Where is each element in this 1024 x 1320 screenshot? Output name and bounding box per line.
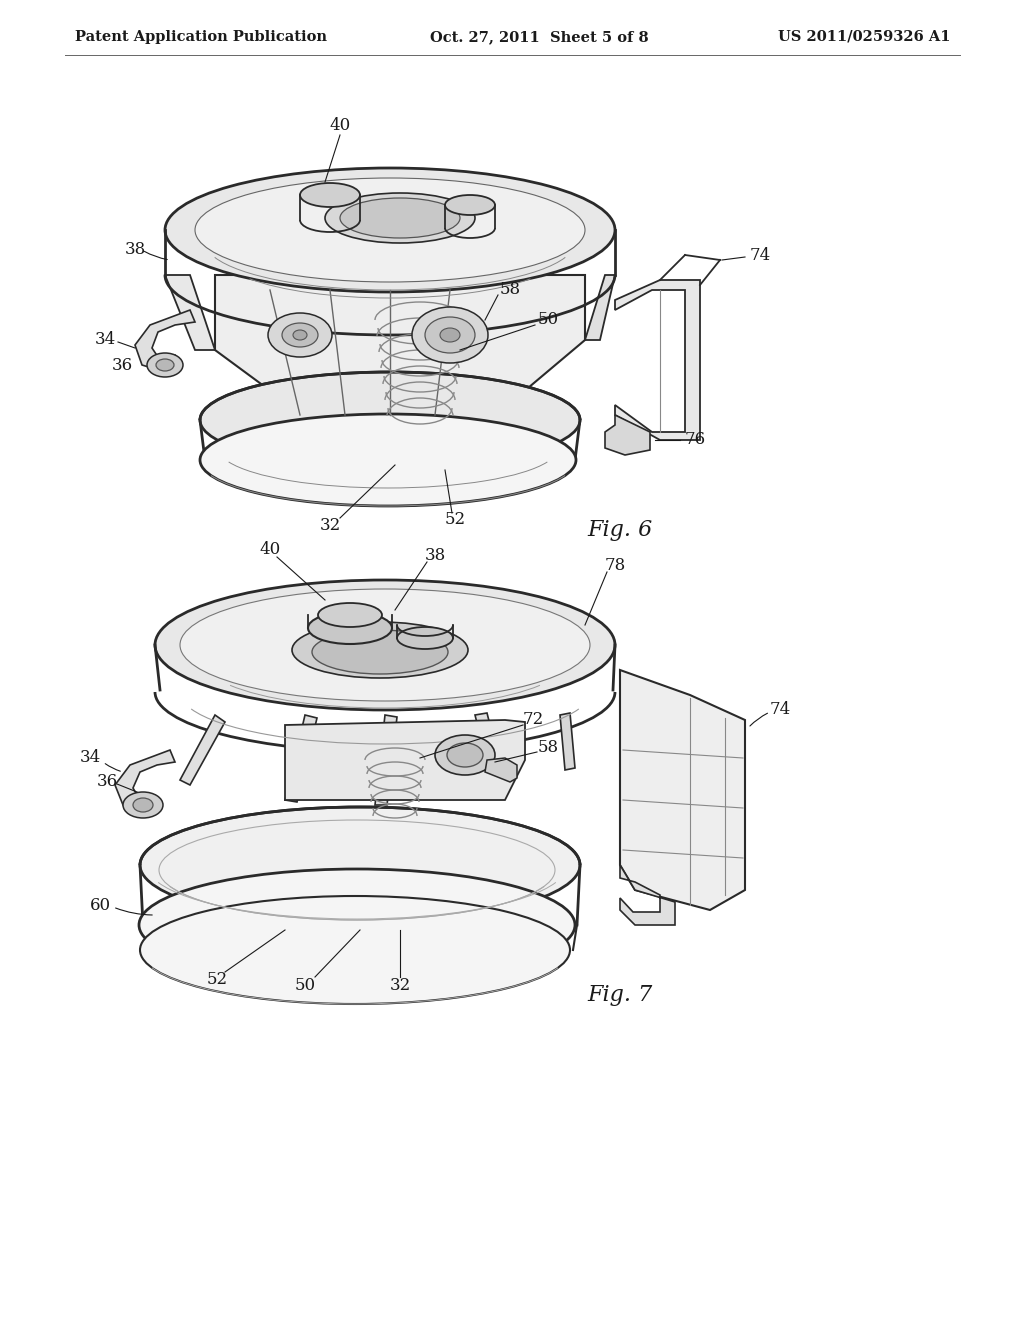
Polygon shape [215,275,585,420]
Ellipse shape [268,313,332,356]
Polygon shape [585,275,615,341]
Ellipse shape [425,317,475,352]
Text: 38: 38 [424,546,445,564]
Text: 40: 40 [330,116,350,133]
Polygon shape [285,715,317,803]
Polygon shape [605,414,650,455]
Text: 72: 72 [522,711,544,729]
Ellipse shape [300,183,360,207]
Text: 74: 74 [769,701,791,718]
Text: 36: 36 [112,356,132,374]
Text: Patent Application Publication: Patent Application Publication [75,30,327,44]
Ellipse shape [140,896,570,1005]
Text: 40: 40 [259,541,281,558]
Ellipse shape [445,195,495,215]
Polygon shape [285,719,525,800]
Text: 38: 38 [124,242,145,259]
Ellipse shape [312,630,449,675]
Ellipse shape [165,168,615,292]
Ellipse shape [155,579,615,710]
Ellipse shape [133,799,153,812]
Polygon shape [615,280,700,440]
Ellipse shape [200,372,580,469]
Ellipse shape [195,178,585,282]
Text: 50: 50 [538,312,558,329]
Polygon shape [620,671,745,909]
Ellipse shape [147,352,183,378]
Ellipse shape [200,414,575,506]
Polygon shape [475,713,507,795]
Polygon shape [180,715,225,785]
Ellipse shape [293,330,307,341]
Ellipse shape [397,627,453,649]
Ellipse shape [140,807,580,923]
Polygon shape [560,713,575,770]
Text: 32: 32 [319,516,341,533]
Text: 58: 58 [538,739,558,756]
Ellipse shape [139,869,575,981]
Text: Oct. 27, 2011  Sheet 5 of 8: Oct. 27, 2011 Sheet 5 of 8 [430,30,648,44]
Text: 34: 34 [80,750,100,767]
Ellipse shape [435,735,495,775]
Polygon shape [165,275,215,350]
Text: 36: 36 [96,774,118,791]
Text: Fig. 7: Fig. 7 [588,983,652,1006]
Text: US 2011/0259326 A1: US 2011/0259326 A1 [777,30,950,44]
Ellipse shape [156,359,174,371]
Text: 32: 32 [389,977,411,994]
Text: 52: 52 [207,972,227,989]
Ellipse shape [180,589,590,701]
Text: 50: 50 [295,977,315,994]
Text: 76: 76 [684,432,706,449]
Polygon shape [115,750,175,812]
Ellipse shape [325,193,475,243]
Ellipse shape [282,323,318,347]
Text: 34: 34 [94,331,116,348]
Ellipse shape [447,743,483,767]
Text: Fig. 6: Fig. 6 [588,519,652,541]
Polygon shape [375,715,397,805]
Polygon shape [485,758,517,781]
Polygon shape [135,310,195,372]
Ellipse shape [292,622,468,678]
Text: 78: 78 [604,557,626,573]
Ellipse shape [340,198,460,238]
Text: 60: 60 [89,896,111,913]
Text: 58: 58 [500,281,520,298]
Ellipse shape [412,308,488,363]
Ellipse shape [440,327,460,342]
Polygon shape [620,865,675,925]
Text: 52: 52 [444,511,466,528]
Ellipse shape [123,792,163,818]
Ellipse shape [308,612,392,644]
Text: 74: 74 [750,247,771,264]
Ellipse shape [318,603,382,627]
